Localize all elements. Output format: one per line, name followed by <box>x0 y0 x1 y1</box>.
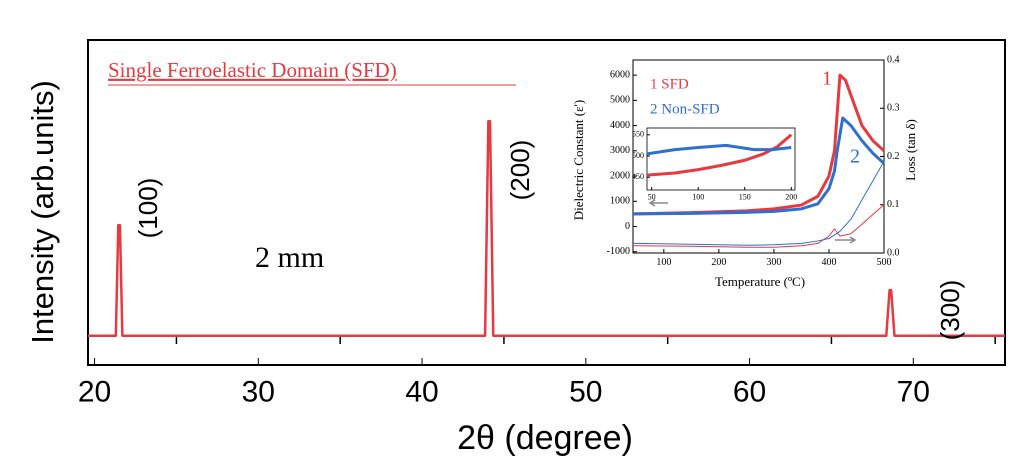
inset-x-label: Temperature (ºC) <box>715 274 805 289</box>
x-tick-label: 70 <box>897 375 930 408</box>
x-tick-label: 100 <box>692 192 704 201</box>
curve-label: 2 <box>850 146 860 168</box>
page: {"chart_data": [ {"type": "line", "title… <box>0 0 1013 472</box>
x-tick-label: 40 <box>405 375 438 408</box>
x-tick-label: 300 <box>766 257 781 268</box>
y2-tick-label: 0.2 <box>887 151 900 162</box>
y2-tick-label: 0.3 <box>887 103 900 114</box>
x-tick-label: 200 <box>785 192 797 201</box>
x-tick-label: 60 <box>733 375 766 408</box>
peak-label: (100) <box>133 178 163 239</box>
x-axis-label: 2θ (degree) <box>457 419 633 457</box>
x-tick-label: 200 <box>711 257 726 268</box>
inset-y2-label: Loss (tan δ) <box>903 119 918 181</box>
x-tick-label: 20 <box>78 375 111 408</box>
x-tick-label: 30 <box>242 375 275 408</box>
chart-title: Single Ferroelastic Domain (SFD) <box>108 58 397 82</box>
x-tick-label: 100 <box>656 257 671 268</box>
peak-label: (300) <box>935 280 965 341</box>
y-tick-label: 4000 <box>610 120 630 131</box>
y-tick-label: 500 <box>632 151 644 160</box>
curve-label: 1 <box>822 68 832 90</box>
y-tick-label: 2000 <box>610 170 630 181</box>
y2-tick-label: 0.0 <box>887 247 900 258</box>
y-tick-label: 1000 <box>610 196 630 207</box>
y-tick-label: 0 <box>625 221 630 232</box>
y-axis-label: Intensity (arb.units) <box>25 80 60 344</box>
y2-tick-label: 0.4 <box>887 54 900 65</box>
y-tick-label: 3000 <box>610 145 630 156</box>
photo-label: 2 mm <box>255 241 324 274</box>
x-tick-label: 50 <box>569 375 602 408</box>
legend-label: 2 Non-SFD <box>650 101 720 117</box>
peak-label: (200) <box>505 140 535 201</box>
y2-tick-label: 0.1 <box>887 199 900 210</box>
x-tick-label: 500 <box>877 257 892 268</box>
chart: 20 30 40 50 60 70 100 200 300 400 500 -1000 0 1000 200… <box>0 0 1013 472</box>
y-tick-label: 6000 <box>610 69 630 80</box>
y-tick-label: -1000 <box>607 246 630 257</box>
inset-y-label: Dielectric Constant (ε') <box>571 100 586 220</box>
x-tick-label: 150 <box>739 192 751 201</box>
x-tick-label: 400 <box>821 257 836 268</box>
y-tick-label: 450 <box>632 172 644 181</box>
legend-label: 1 SFD <box>650 76 689 92</box>
plot-frame <box>647 128 795 190</box>
y-tick-label: 550 <box>632 130 644 139</box>
y-tick-label: 5000 <box>610 95 630 106</box>
